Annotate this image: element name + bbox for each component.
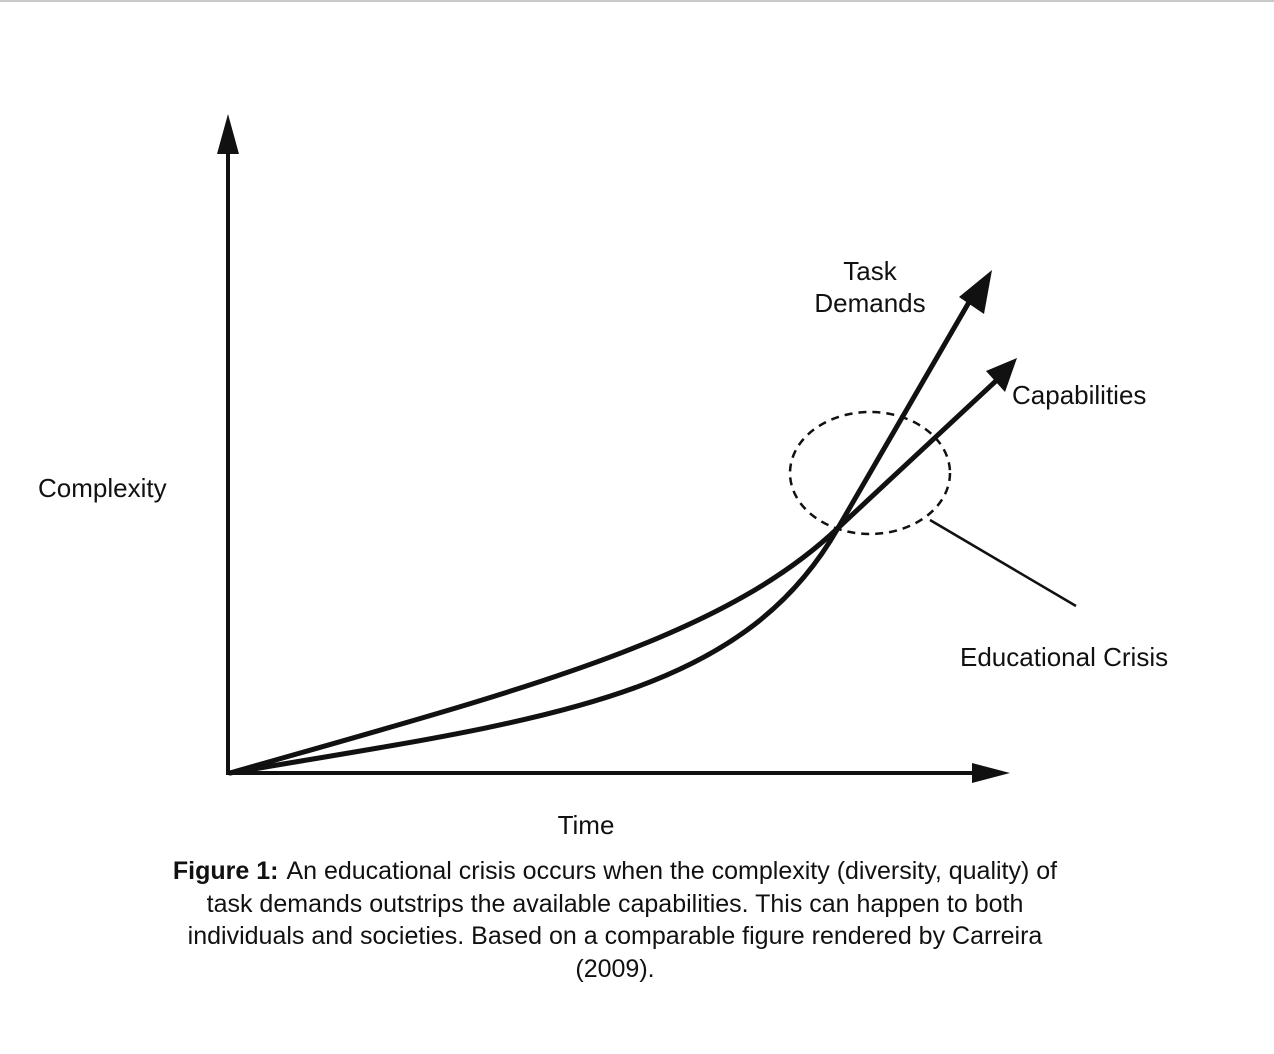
y-axis-arrowhead bbox=[217, 114, 239, 154]
crisis-pointer-line bbox=[929, 518, 1077, 608]
caption-lead: Figure 1: bbox=[172, 857, 279, 885]
task-demands-curve bbox=[227, 294, 975, 776]
figure-caption: Figure 1: An educational crisis occurs wh… bbox=[150, 855, 1080, 985]
capabilities-label: Capabilities bbox=[1012, 380, 1146, 410]
task-demands-arrowhead bbox=[959, 270, 992, 314]
capabilities-curve bbox=[227, 376, 1001, 776]
capabilities-arrowhead bbox=[986, 358, 1017, 392]
top-border-rule bbox=[0, 0, 1274, 2]
task-demands-label-line1: Task bbox=[843, 256, 897, 286]
y-axis-label: Complexity bbox=[38, 473, 167, 503]
crisis-region-ellipse bbox=[788, 410, 952, 536]
task-demands-label-line2: Demands bbox=[814, 288, 925, 318]
caption-text: An educational crisis occurs when the co… bbox=[187, 857, 1058, 983]
educational-crisis-label: Educational Crisis bbox=[960, 642, 1168, 672]
x-axis-arrowhead bbox=[972, 763, 1010, 783]
x-axis-label: Time bbox=[558, 810, 615, 840]
educational-crisis-diagram: Complexity Time Task Demands Capabilitie… bbox=[38, 114, 1168, 840]
